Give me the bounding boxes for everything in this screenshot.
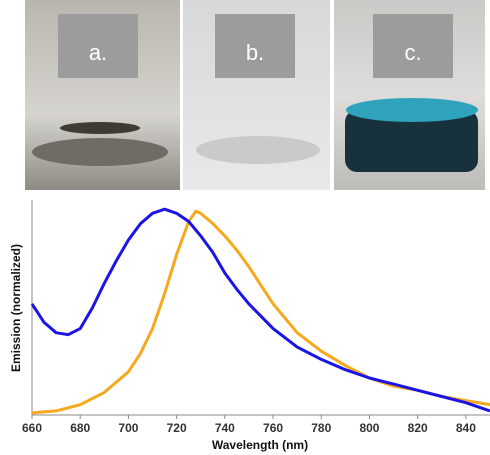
series-line xyxy=(32,209,490,411)
x-tick-label: 680 xyxy=(70,421,90,435)
x-tick-label: 660 xyxy=(22,421,42,435)
panel-label: a. xyxy=(89,40,107,65)
x-axis-label: Wavelength (nm) xyxy=(212,438,308,452)
x-tick-label: 720 xyxy=(167,421,187,435)
photo-c xyxy=(334,0,485,190)
x-tick-label: 700 xyxy=(118,421,138,435)
y-axis-label: Emission (normalized) xyxy=(9,244,23,372)
x-tick-label: 740 xyxy=(215,421,235,435)
photo-a xyxy=(25,0,180,190)
x-tick-label: 840 xyxy=(456,421,476,435)
x-tick-label: 760 xyxy=(263,421,283,435)
x-tick-label: 780 xyxy=(311,421,331,435)
x-tick-label: 800 xyxy=(359,421,379,435)
figure: a. b. c. Wavelength (nm) Emission (norma… xyxy=(0,0,490,455)
panel-label: c. xyxy=(404,40,421,65)
x-tick-label: 820 xyxy=(408,421,428,435)
series-line xyxy=(32,211,490,413)
panel-label: b. xyxy=(246,40,264,65)
photo-b xyxy=(183,0,330,190)
